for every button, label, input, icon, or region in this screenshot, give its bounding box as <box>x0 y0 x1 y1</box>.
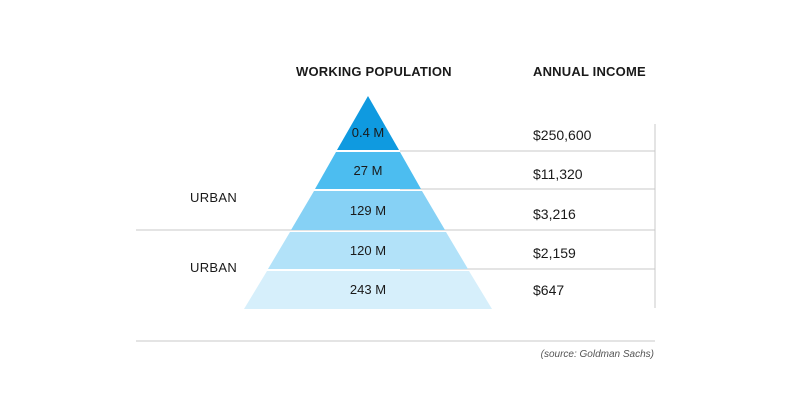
annual-income-header: ANNUAL INCOME <box>533 64 646 79</box>
tier-3-population-label: 129 M <box>350 203 386 218</box>
pyramid-tier-5 <box>244 271 492 309</box>
source-note: (source: Goldman Sachs) <box>540 349 654 360</box>
pyramid-tier-3 <box>291 191 445 230</box>
tier-4-population-label: 120 M <box>350 243 386 258</box>
tier-1-income: $250,600 <box>533 127 592 143</box>
tier-5-income: $647 <box>533 282 565 298</box>
pyramid-tier-4 <box>268 232 468 269</box>
tier-3-income: $3,216 <box>533 206 576 222</box>
upper-segment-label: URBAN <box>190 190 238 205</box>
pyramid-tier-2 <box>315 152 421 189</box>
tier-5-population-label: 243 M <box>350 282 386 297</box>
tier-1-population-label: 0.4 M <box>352 125 385 140</box>
pyramid-tier-1 <box>337 96 399 150</box>
tier-2-income: $11,320 <box>533 166 583 182</box>
tier-4-income: $2,159 <box>533 245 576 261</box>
lower-segment-label: URBAN <box>190 260 238 275</box>
tier-2-population-label: 27 M <box>354 163 383 178</box>
working-population-header: WORKING POPULATION <box>296 64 452 79</box>
